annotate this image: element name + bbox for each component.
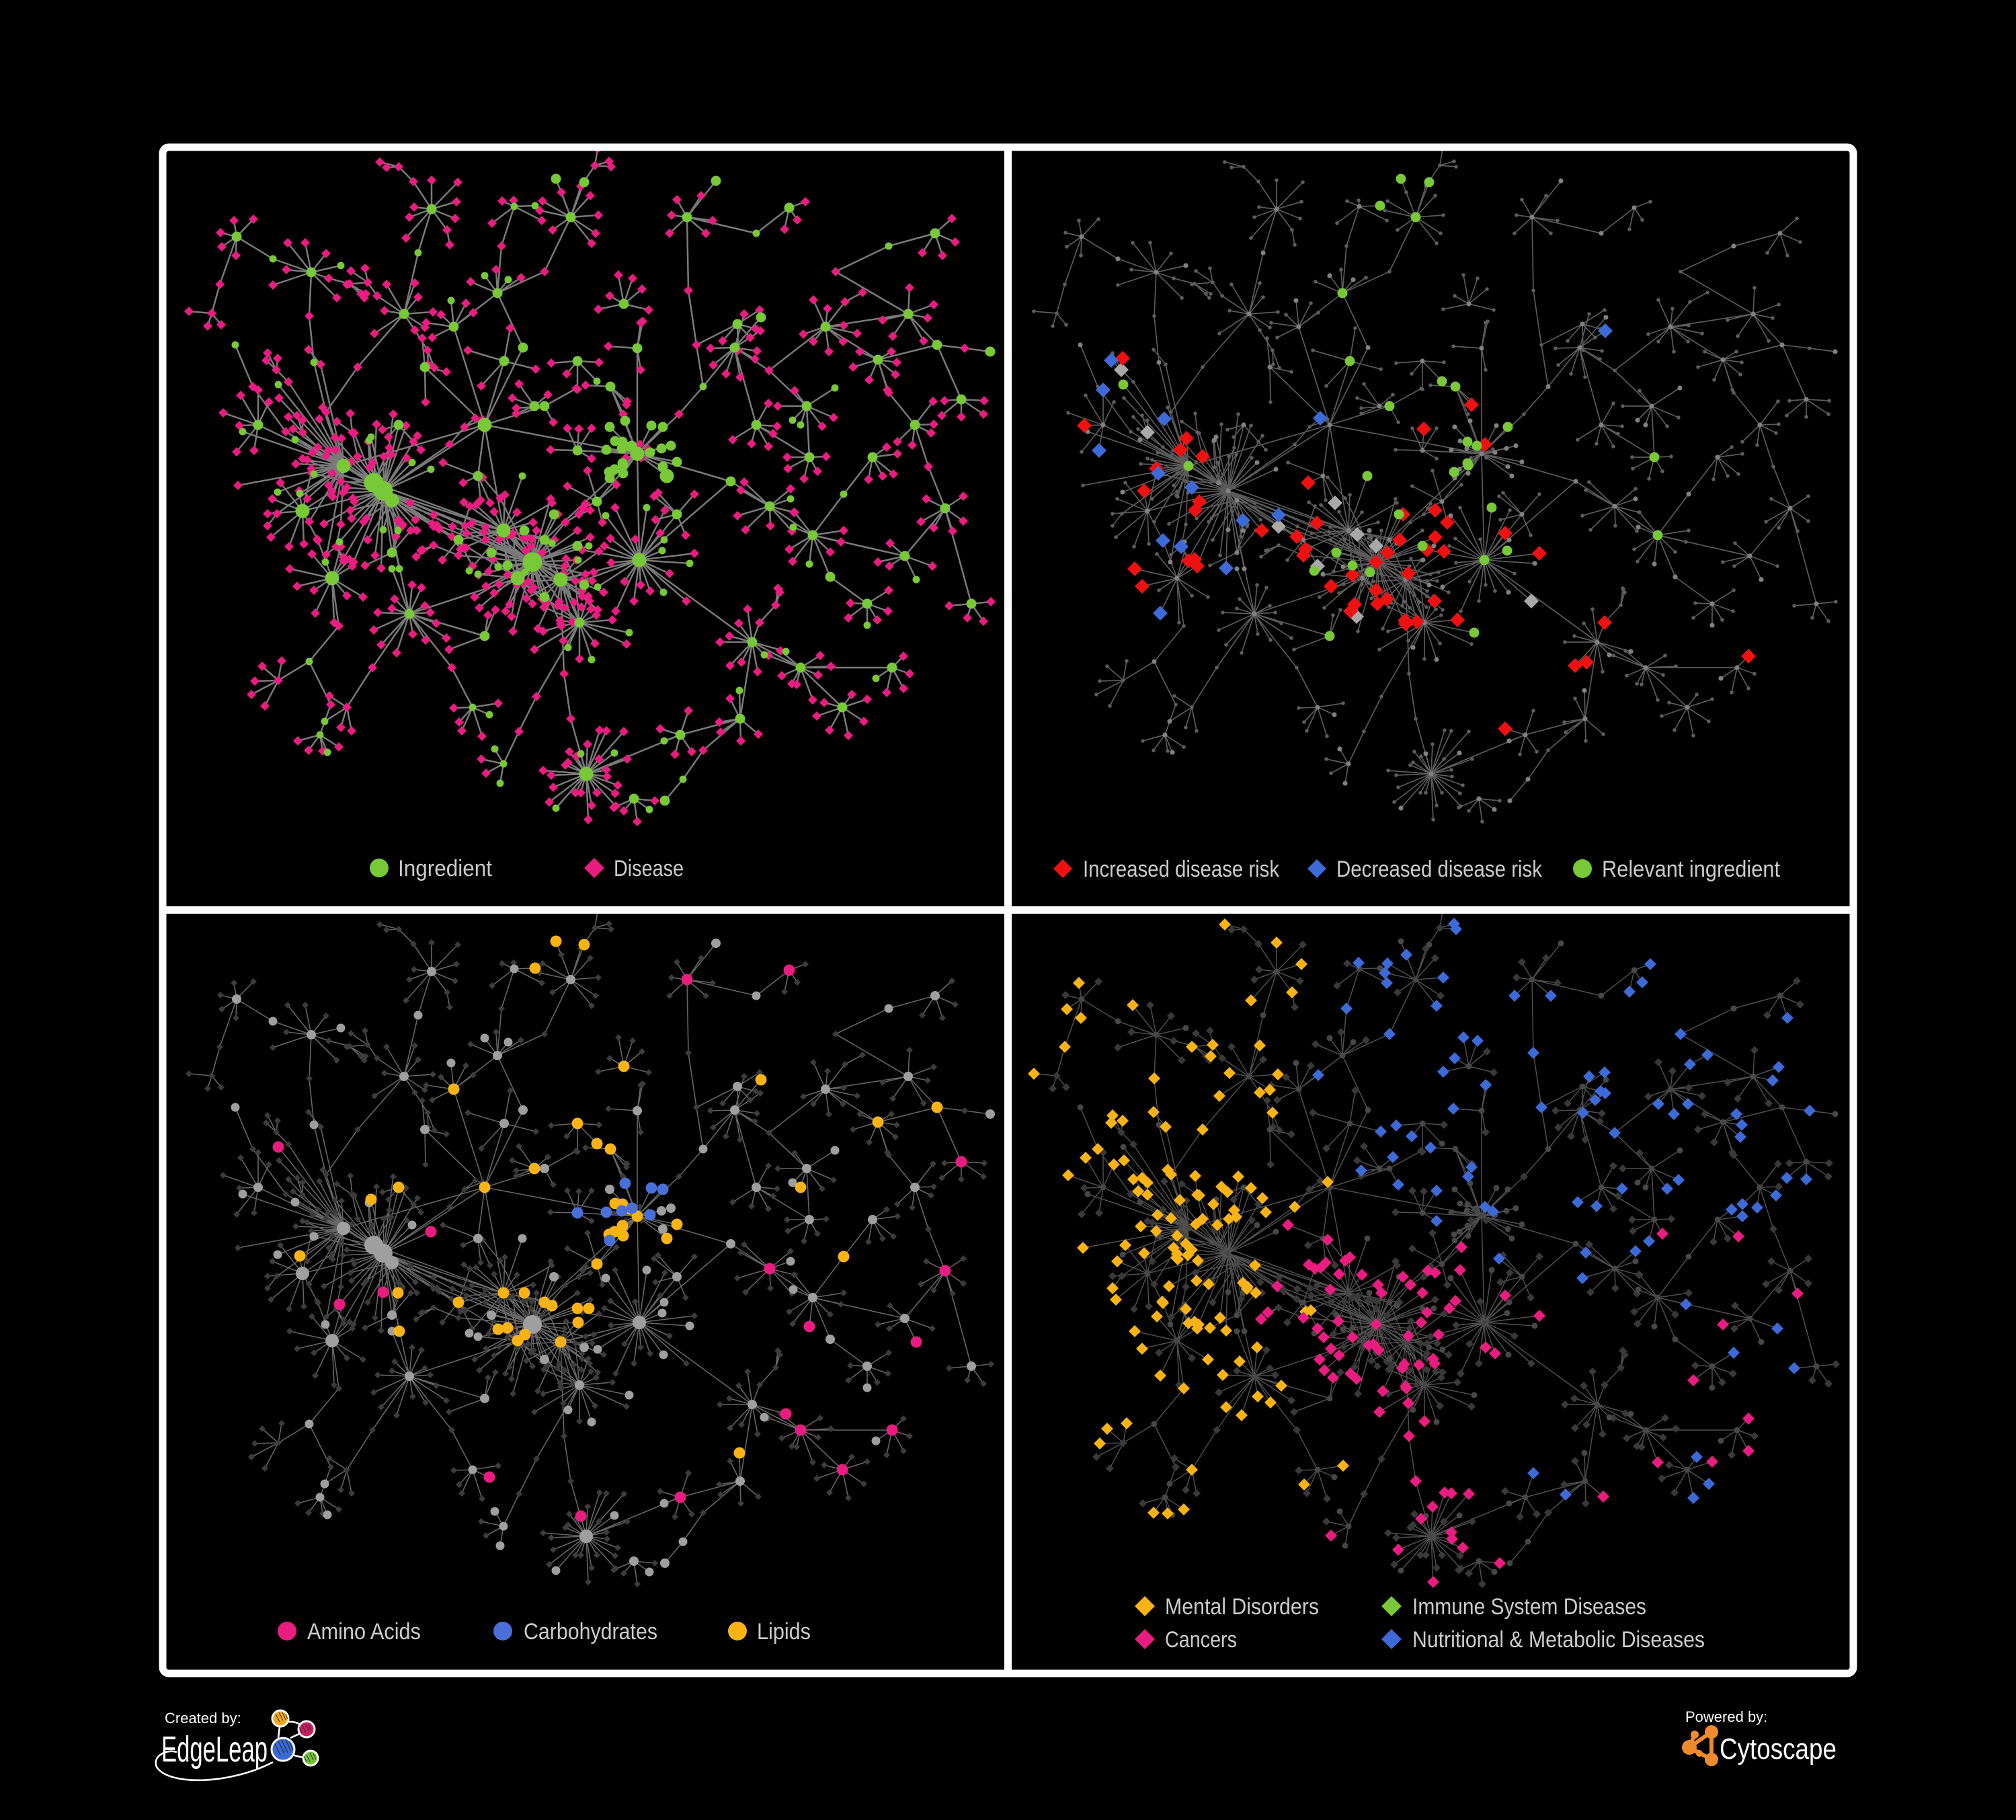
- svg-text:Decreased disease risk: Decreased disease risk: [1336, 857, 1543, 882]
- svg-text:Mental Disorders: Mental Disorders: [1165, 1594, 1319, 1620]
- svg-text:Nutritional & Metabolic Diseas: Nutritional & Metabolic Diseases: [1412, 1627, 1705, 1653]
- svg-text:EdgeLeap: EdgeLeap: [161, 1729, 268, 1770]
- svg-text:Disease: Disease: [614, 856, 684, 881]
- svg-text:Increased disease risk: Increased disease risk: [1083, 857, 1280, 882]
- svg-text:Relevant ingredient: Relevant ingredient: [1602, 857, 1781, 882]
- svg-text:Carbohydrates: Carbohydrates: [524, 1619, 657, 1645]
- svg-text:Amino Acids: Amino Acids: [307, 1619, 421, 1645]
- svg-text:Created by:: Created by:: [165, 1710, 241, 1727]
- svg-text:Lipids: Lipids: [757, 1619, 811, 1645]
- svg-text:Cancers: Cancers: [1165, 1627, 1237, 1653]
- svg-text:Immune System Diseases: Immune System Diseases: [1412, 1594, 1646, 1620]
- svg-text:Ingredient: Ingredient: [398, 856, 493, 881]
- svg-text:Powered by:: Powered by:: [1685, 1708, 1767, 1725]
- svg-text:Cytoscape: Cytoscape: [1720, 1733, 1837, 1766]
